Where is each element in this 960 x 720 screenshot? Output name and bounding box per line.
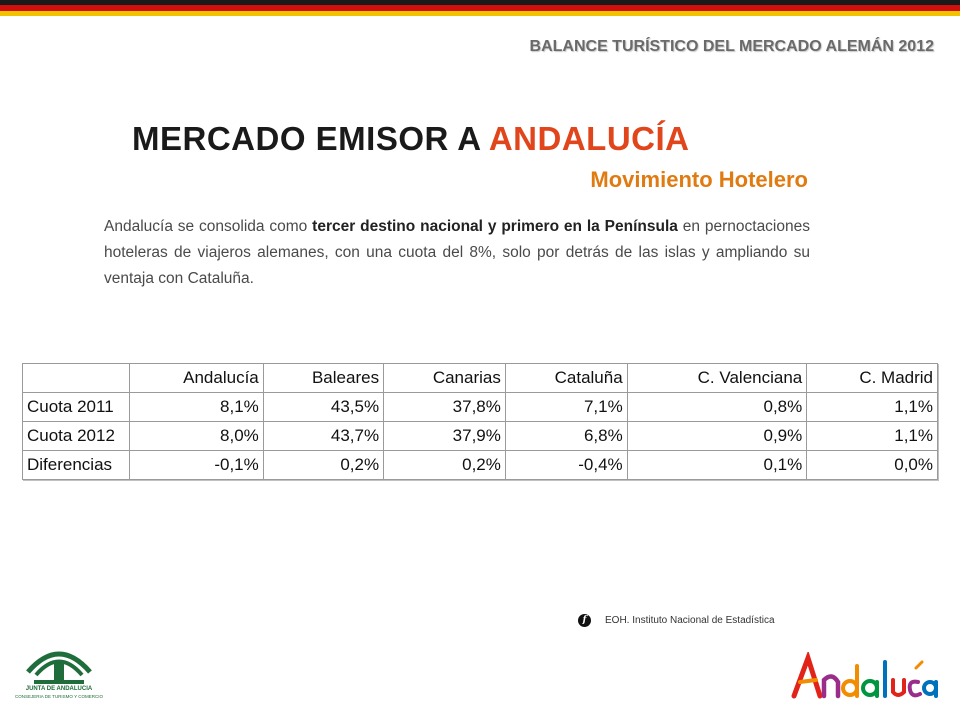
column-header: C. Madrid bbox=[806, 363, 938, 393]
table-cell: 0,8% bbox=[626, 392, 808, 422]
junta-andalucia-logo: JUNTA DE ANDALUCIA CONSEJERIA DE TURISMO… bbox=[14, 642, 104, 708]
table-corner-cell bbox=[22, 363, 130, 393]
andalucia-brand-logo bbox=[790, 650, 938, 702]
german-flag-bar bbox=[0, 0, 960, 16]
flag-stripe-red bbox=[0, 5, 960, 11]
row-label: Diferencias bbox=[22, 450, 130, 480]
intro-text-1: Andalucía se consolida como bbox=[104, 218, 313, 235]
table-header-row: Andalucía Baleares Canarias Cataluña C. … bbox=[22, 363, 938, 393]
table-cell: 1,1% bbox=[806, 421, 938, 451]
column-header: Baleares bbox=[262, 363, 385, 393]
table-cell: -0,4% bbox=[504, 450, 628, 480]
table-cell: 8,0% bbox=[129, 421, 264, 451]
page-title-accent: ANDALUCÍA bbox=[488, 120, 690, 157]
table-row: Diferencias -0,1% 0,2% 0,2% -0,4% 0,1% 0… bbox=[22, 450, 938, 480]
junta-logo-line1: JUNTA DE ANDALUCIA bbox=[25, 686, 93, 692]
table-cell: 8,1% bbox=[129, 392, 264, 422]
row-label: Cuota 2012 bbox=[22, 421, 130, 451]
page-subtitle: Movimiento Hotelero bbox=[590, 167, 808, 192]
table-cell: 37,8% bbox=[383, 392, 506, 422]
row-label: Cuota 2011 bbox=[22, 392, 130, 422]
source-f-icon: f bbox=[578, 614, 591, 627]
source-text: EOH. Instituto Nacional de Estadística bbox=[605, 615, 775, 626]
table-row: Cuota 2011 8,1% 43,5% 37,8% 7,1% 0,8% 1,… bbox=[22, 392, 938, 422]
flag-stripe-gold bbox=[0, 11, 960, 16]
market-share-table: Andalucía Baleares Canarias Cataluña C. … bbox=[22, 363, 938, 480]
source-note: f EOH. Instituto Nacional de Estadística bbox=[578, 614, 775, 627]
flag-stripe-black bbox=[0, 0, 960, 5]
junta-logo-line2: CONSEJERIA DE TURISMO Y COMERCIO bbox=[14, 694, 104, 699]
table-cell: 1,1% bbox=[806, 392, 938, 422]
table-row: Cuota 2012 8,0% 43,7% 37,9% 6,8% 0,9% 1,… bbox=[22, 421, 938, 451]
table-cell: 0,1% bbox=[626, 450, 808, 480]
table-cell: 0,2% bbox=[383, 450, 506, 480]
table-cell: 43,7% bbox=[262, 421, 385, 451]
table-cell: 0,0% bbox=[806, 450, 938, 480]
column-header: C. Valenciana bbox=[626, 363, 808, 393]
column-header: Andalucía bbox=[129, 363, 264, 393]
table-cell: 7,1% bbox=[504, 392, 628, 422]
table-cell: 6,8% bbox=[504, 421, 628, 451]
junta-emblem-icon bbox=[26, 651, 92, 684]
table-cell: 0,9% bbox=[626, 421, 808, 451]
column-header: Cataluña bbox=[504, 363, 628, 393]
table-cell: 37,9% bbox=[383, 421, 506, 451]
table-cell: 0,2% bbox=[262, 450, 385, 480]
intro-text-bold: tercer destino nacional y primero en la … bbox=[312, 218, 678, 235]
table-cell: 43,5% bbox=[262, 392, 385, 422]
column-header: Canarias bbox=[383, 363, 506, 393]
intro-text-2: en pernoctaciones hoteleras de viajeros … bbox=[104, 218, 810, 287]
andalucia-wordmark-icon bbox=[791, 650, 938, 699]
header-title: BALANCE TURÍSTICO DEL MERCADO ALEMÁN 201… bbox=[529, 38, 934, 55]
page-title: MERCADO EMISOR A ANDALUCÍA bbox=[132, 120, 690, 158]
table-cell: -0,1% bbox=[129, 450, 264, 480]
intro-paragraph: Andalucía se consolida como tercer desti… bbox=[104, 214, 810, 292]
page-title-prefix: MERCADO EMISOR A bbox=[132, 120, 489, 157]
